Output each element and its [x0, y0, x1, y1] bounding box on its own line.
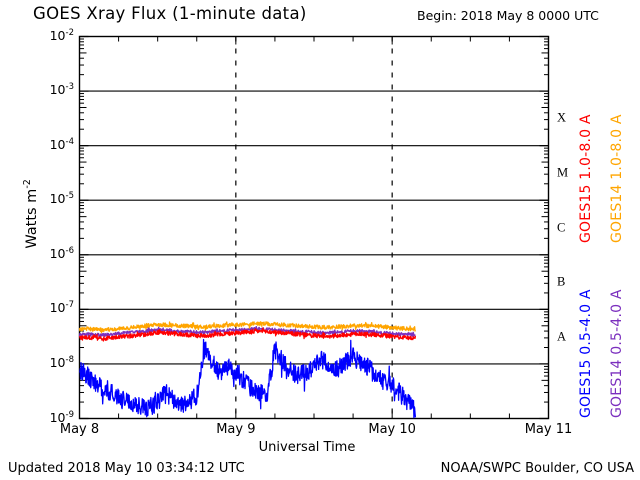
y-tick-label: 10-6	[49, 245, 74, 261]
flare-class-c: C	[557, 220, 566, 234]
begin-time-label: Begin: 2018 May 8 0000 UTC	[417, 8, 599, 23]
y-tick-label: 10-9	[49, 409, 74, 425]
x-axis-label: Universal Time	[0, 440, 640, 455]
flare-class-a: A	[557, 329, 567, 344]
trace-goes15-1-0-8-0-a	[78, 327, 417, 342]
trace-goes14-0-5-4-0-a	[78, 325, 416, 338]
flare-class-m: M	[557, 165, 569, 180]
y-tick-label: 10-8	[49, 354, 74, 371]
trace-goes14-1-0-8-0-a	[78, 321, 416, 334]
flare-class-x: X	[557, 110, 567, 125]
x-tick-label: May 11	[524, 422, 573, 437]
data-source-label: NOAA/SWPC Boulder, CO USA	[440, 461, 634, 476]
y-axis-tick-labels: 10-2 10-3 10-4 10-5 10-6 10-7 10-8 10-9	[20, 0, 74, 480]
updated-timestamp: Updated 2018 May 10 03:34:12 UTC	[8, 461, 245, 476]
y-tick-label: 10-7	[49, 300, 74, 316]
page-title: GOES Xray Flux (1-minute data)	[33, 4, 307, 23]
y-tick-label: 10-3	[49, 82, 74, 98]
plot-frame	[78, 35, 550, 420]
trace-goes15-0-5-4-0-a	[79, 338, 417, 419]
flare-class-b: B	[557, 274, 566, 289]
x-tick-label: May 9	[216, 422, 256, 437]
x-axis-label-text: Universal Time	[258, 440, 356, 455]
y-tick-label: 10-5	[49, 191, 74, 207]
y-tick-label: 10-4	[49, 136, 74, 152]
x-tick-label: May 8	[59, 422, 100, 437]
x-tick-label: May 10	[368, 422, 416, 437]
y-tick-label: 10-2	[49, 27, 74, 43]
